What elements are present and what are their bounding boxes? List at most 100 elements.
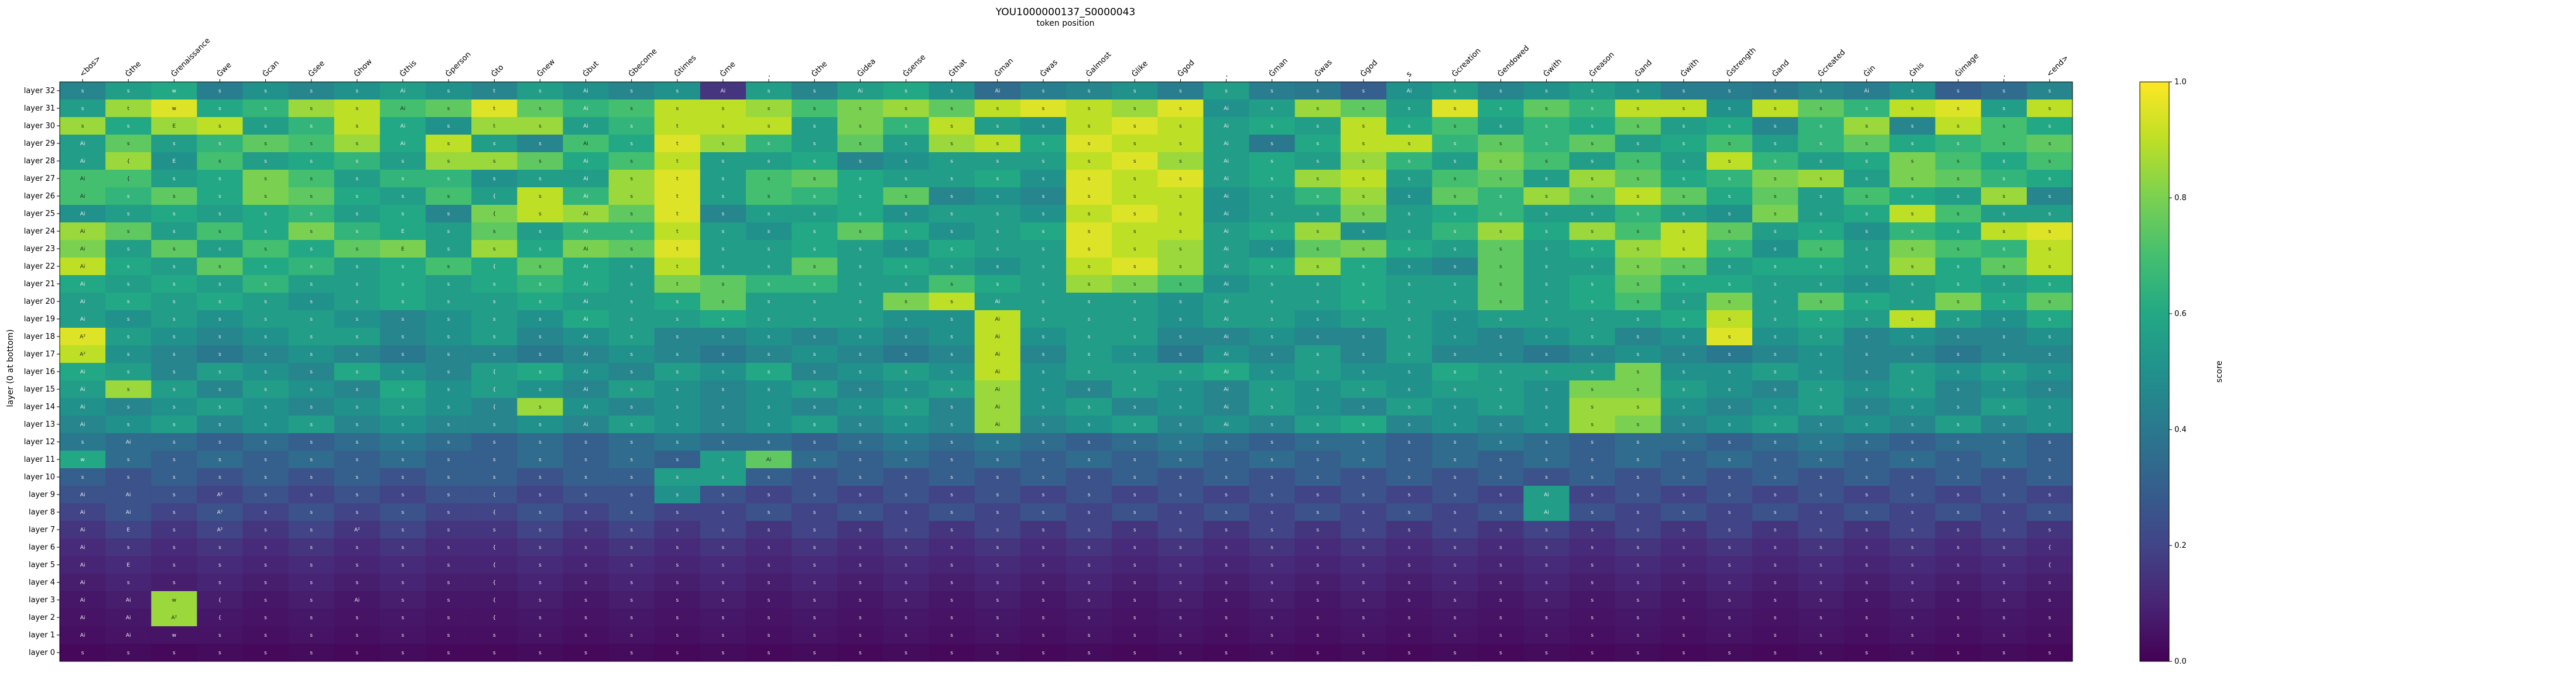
cell-label: s <box>1774 194 1777 200</box>
heatmap-cell <box>1706 644 1753 662</box>
cell-label: s <box>310 404 313 410</box>
cell-label: s <box>1316 650 1319 656</box>
cell-label: s <box>1911 440 1914 445</box>
heatmap-cell <box>288 205 335 223</box>
cell-label: s <box>1270 545 1273 551</box>
cell-label: s <box>2049 159 2051 164</box>
heatmap-cell <box>1844 609 1890 627</box>
heatmap-cell <box>517 416 563 434</box>
cell-label: s <box>402 352 405 358</box>
cell-label: s <box>1270 141 1273 147</box>
heatmap-cell <box>974 363 1021 381</box>
heatmap-cell <box>1660 170 1707 188</box>
x-tick-label: Ġrenaissance <box>169 36 212 79</box>
cell-label: s <box>859 317 862 322</box>
cell-label: Ai <box>1224 282 1229 287</box>
cell-label: s <box>1225 440 1228 445</box>
heatmap-cell <box>1066 82 1112 100</box>
cell-label: s <box>402 369 405 375</box>
cell-label: s <box>1636 123 1639 129</box>
cell-label: s <box>2002 615 2005 621</box>
cell-label: s <box>539 317 542 322</box>
heatmap-cell <box>1706 609 1753 627</box>
heatmap-cell <box>746 310 792 328</box>
cell-label: s <box>996 650 999 656</box>
cell-label: s <box>630 387 633 393</box>
heatmap-cell <box>700 275 746 293</box>
cell-label: s <box>218 123 221 129</box>
heatmap-cell <box>1249 240 1296 258</box>
heatmap-cell <box>974 556 1021 574</box>
cell-label: s <box>676 650 679 656</box>
cell-label: s <box>218 246 221 252</box>
cell-label: s <box>1362 317 1365 322</box>
cell-label: s <box>1499 598 1502 603</box>
heatmap-cell <box>563 538 609 557</box>
heatmap-cell <box>288 328 335 346</box>
cell-label: s <box>584 475 587 481</box>
heatmap-cell <box>1157 187 1204 205</box>
cell-label: s <box>173 387 176 393</box>
heatmap-cell <box>1660 310 1707 328</box>
heatmap-cell <box>242 345 289 363</box>
heatmap-cell <box>1615 591 1662 609</box>
cell-label: s <box>1088 229 1091 235</box>
heatmap-cell <box>1203 521 1250 539</box>
heatmap-cell <box>105 310 152 328</box>
cell-label: s <box>173 457 176 463</box>
heatmap-cell <box>1020 574 1067 592</box>
cell-label: s <box>356 545 359 551</box>
heatmap-cell <box>197 187 244 205</box>
cell-label: s <box>1133 334 1136 340</box>
heatmap-cell <box>1981 293 2027 311</box>
heatmap-cell <box>1935 310 1982 328</box>
cell-label: s <box>310 615 313 621</box>
heatmap-cell <box>60 486 106 504</box>
cell-label: s <box>1774 650 1777 656</box>
heatmap-cell <box>2026 258 2073 276</box>
heatmap-cell <box>883 222 930 241</box>
heatmap-cell <box>563 135 609 153</box>
cell-label: s <box>813 475 816 481</box>
heatmap-cell <box>563 433 609 451</box>
heatmap-cell <box>288 626 335 644</box>
cell-label: s <box>859 229 862 235</box>
cell-label: s <box>356 88 359 94</box>
cell-label: s <box>1499 106 1502 112</box>
heatmap-cell <box>837 328 883 346</box>
heatmap-cell <box>792 205 838 223</box>
cell-label: s <box>127 650 130 656</box>
heatmap-cell <box>1432 293 1478 311</box>
heatmap-cell <box>929 240 975 258</box>
cell-label: s <box>1865 440 1868 445</box>
heatmap-cell <box>1569 135 1616 153</box>
heatmap-cell <box>1569 591 1616 609</box>
heatmap-cell <box>1386 99 1433 118</box>
cell-label: s <box>493 422 496 428</box>
heatmap-cell <box>471 275 518 293</box>
cell-label: s <box>402 176 405 182</box>
cell-label: s <box>1362 246 1365 252</box>
cell-label: s <box>539 598 542 603</box>
cell-label: s <box>1042 440 1045 445</box>
cell-label: s <box>1362 211 1365 217</box>
heatmap-cell <box>1981 117 2027 135</box>
heatmap-cell <box>242 99 289 118</box>
cell-label: s <box>905 211 907 217</box>
cell-label: s <box>1408 475 1411 481</box>
cell-label: s <box>676 545 679 551</box>
cell-label: s <box>447 527 450 533</box>
cell-label: s <box>859 123 862 129</box>
heatmap-cell <box>654 117 701 135</box>
cell-label: s <box>2002 264 2005 270</box>
y-tick-label: layer 8 <box>29 508 55 517</box>
heatmap-cell <box>197 521 244 539</box>
heatmap-cell <box>1340 152 1387 170</box>
heatmap-cell <box>929 380 975 399</box>
heatmap-cell <box>1340 451 1387 469</box>
cell-label: s <box>447 141 450 147</box>
cell-label: s <box>264 264 267 270</box>
heatmap-cell <box>105 152 152 170</box>
heatmap-cell <box>379 293 426 311</box>
cell-label: t <box>676 159 679 164</box>
